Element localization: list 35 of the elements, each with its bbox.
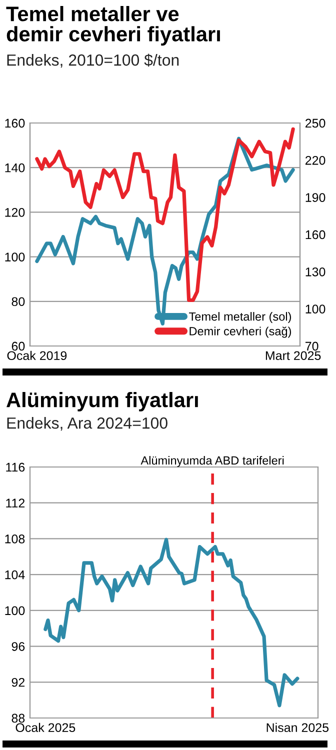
- y2-tick-label: 250: [305, 118, 326, 128]
- legend-label: Demir cevheri (sağ): [190, 326, 292, 338]
- y2-tick-label: 160: [306, 230, 326, 240]
- line-series: [35, 136, 295, 326]
- x-tick-label: Ocak 2019: [7, 350, 67, 360]
- y-tick-label: 100: [5, 606, 25, 616]
- line-series: [35, 127, 295, 302]
- y-tick-label: 108: [5, 534, 25, 544]
- y-tick-label: 120: [5, 208, 25, 217]
- y-tick-label: 92: [12, 678, 25, 687]
- legend-label: Temel metaller (sol): [189, 312, 292, 324]
- x-tick-label: Ocak 2025: [16, 722, 76, 732]
- y2-tick-label: 70: [306, 342, 318, 351]
- y-tick-label: 60: [12, 342, 25, 351]
- y-tick-label: 80: [12, 297, 25, 306]
- y-tick-label: 104: [5, 570, 25, 580]
- y-tick-label: 160: [5, 118, 25, 128]
- y-tick-label: 88: [12, 714, 25, 723]
- ref-line-label: Alüminyumda ABD tarifeleri: [140, 456, 284, 467]
- x-tick-label: Mart 2025: [266, 351, 321, 360]
- chart-subtitle: Endeks, 2010=100 $/ton: [7, 54, 179, 68]
- y2-tick-label: 100: [306, 304, 326, 314]
- chart-title: Temel metaller ve demir cevheri fiyatları: [6, 6, 220, 46]
- chart-title: Alüminyum fiyatları: [6, 392, 198, 412]
- y-tick-label: 140: [5, 163, 25, 172]
- y-tick-label: 96: [12, 642, 25, 651]
- chart-subtitle: Endeks, Ara 2024=100: [7, 417, 168, 431]
- y2-tick-label: 130: [306, 267, 326, 276]
- y-tick-label: 116: [6, 462, 25, 472]
- y-tick-label: 100: [5, 252, 25, 262]
- y2-tick-label: 190: [306, 193, 326, 202]
- x-tick-label: Nisan 2025: [266, 722, 329, 732]
- y2-tick-label: 220: [305, 156, 326, 165]
- y-tick-label: 112: [6, 498, 25, 508]
- line-series: [44, 538, 300, 708]
